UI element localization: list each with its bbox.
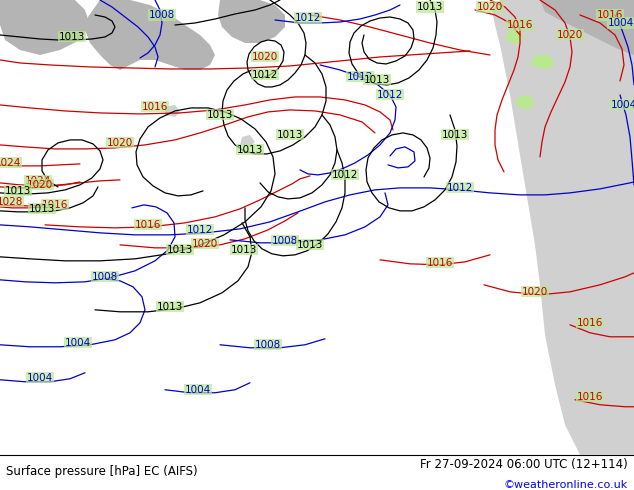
Text: 1028: 1028 [0, 197, 23, 207]
Polygon shape [505, 30, 524, 45]
Text: 1008: 1008 [272, 236, 298, 246]
Text: 1024: 1024 [25, 176, 51, 186]
Text: Surface pressure [hPa] EC (AIFS): Surface pressure [hPa] EC (AIFS) [6, 465, 198, 478]
Text: 1013: 1013 [59, 32, 85, 42]
Text: 1013: 1013 [231, 245, 257, 255]
Text: 1016: 1016 [135, 220, 161, 230]
Text: 1004: 1004 [65, 338, 91, 348]
Text: 1016: 1016 [577, 318, 603, 328]
Text: 1012: 1012 [347, 72, 373, 82]
Text: ©weatheronline.co.uk: ©weatheronline.co.uk [503, 480, 628, 490]
Polygon shape [492, 0, 634, 455]
Text: 1013: 1013 [237, 145, 263, 155]
Text: 1013: 1013 [157, 302, 183, 312]
Text: 1012: 1012 [187, 225, 213, 235]
Text: 1020: 1020 [522, 287, 548, 297]
Polygon shape [540, 0, 634, 55]
Text: 1020: 1020 [107, 138, 133, 148]
Text: 1004: 1004 [608, 18, 634, 28]
Text: 1012: 1012 [295, 13, 321, 23]
Text: 1013: 1013 [5, 186, 31, 196]
Text: 1024: 1024 [0, 158, 21, 168]
Polygon shape [240, 135, 255, 147]
Text: 1020: 1020 [192, 239, 218, 249]
Text: 1020: 1020 [557, 30, 583, 40]
Polygon shape [515, 95, 535, 110]
Text: 1004: 1004 [27, 373, 53, 383]
Text: 1012: 1012 [252, 70, 278, 80]
Text: 1016: 1016 [42, 200, 68, 210]
Text: 1013: 1013 [297, 240, 323, 250]
Text: 1008: 1008 [149, 10, 175, 20]
Polygon shape [165, 105, 180, 117]
Polygon shape [85, 0, 215, 70]
Text: 1013: 1013 [364, 75, 390, 85]
Text: 1004: 1004 [611, 100, 634, 110]
Polygon shape [0, 0, 90, 55]
Polygon shape [530, 55, 555, 70]
Text: 1016: 1016 [507, 20, 533, 30]
Text: 1008: 1008 [92, 272, 118, 282]
Text: 1016: 1016 [142, 102, 168, 112]
Text: 1016: 1016 [597, 10, 623, 20]
Text: Fr 27-09-2024 06:00 UTC (12+114): Fr 27-09-2024 06:00 UTC (12+114) [420, 458, 628, 471]
Text: 1004: 1004 [185, 385, 211, 395]
Text: 1012: 1012 [332, 170, 358, 180]
Polygon shape [218, 0, 285, 43]
Text: 1013: 1013 [417, 2, 443, 12]
Text: 1013: 1013 [442, 130, 468, 140]
Text: 1013: 1013 [277, 130, 303, 140]
Text: 1016: 1016 [427, 258, 453, 268]
Text: 1012: 1012 [447, 183, 473, 193]
Text: 1020: 1020 [252, 52, 278, 62]
Text: 1008: 1008 [255, 340, 281, 350]
Text: 1013: 1013 [207, 110, 233, 120]
Text: 1020: 1020 [27, 180, 53, 190]
Text: 1016: 1016 [577, 392, 603, 402]
Text: 1013: 1013 [167, 245, 193, 255]
Text: 1013: 1013 [29, 204, 55, 214]
Text: 1020: 1020 [477, 2, 503, 12]
Text: 1012: 1012 [377, 90, 403, 100]
